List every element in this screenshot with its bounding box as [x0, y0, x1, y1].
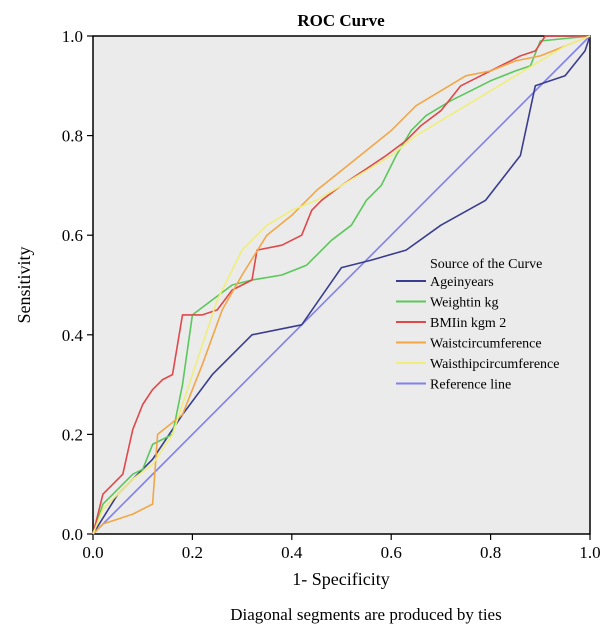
chart-title: ROC Curve [297, 11, 385, 30]
series-lines [92, 35, 591, 535]
x-axis-label: 1- Specificity [292, 569, 389, 589]
legend-label: Weightin kg [430, 296, 498, 311]
x-axis-ticks: 0.0 0.2 0.4 0.6 0.8 1.0 [82, 534, 601, 562]
y-axis-ticks: 0.0 0.2 0.4 0.6 0.8 1.0 [62, 27, 93, 544]
series-line-weightin-kg [92, 35, 591, 535]
x-tick-label: 0.2 [182, 543, 203, 562]
y-tick-label: 0.4 [62, 326, 84, 345]
footnote: Diagonal segments are produced by ties [230, 605, 501, 624]
series-line-waistcircumference [92, 35, 591, 535]
x-tick-label: 0.8 [480, 543, 501, 562]
legend-label: BMIin kgm 2 [430, 316, 506, 331]
y-tick-label: 0.2 [62, 425, 83, 444]
legend-title: Source of the Curve [430, 257, 542, 272]
y-tick-label: 0.0 [62, 525, 83, 544]
legend-label: Reference line [430, 378, 511, 393]
legend-label: Ageinyears [430, 275, 494, 290]
x-tick-label: 0.4 [281, 543, 303, 562]
legend-label: Waistcircumference [430, 337, 542, 352]
series-line-waisthipcircumference [92, 35, 591, 535]
y-tick-label: 0.8 [62, 127, 83, 146]
legend-label: Waisthipcircumference [430, 357, 559, 372]
y-tick-label: 0.6 [62, 226, 83, 245]
x-tick-label: 0.0 [82, 543, 103, 562]
y-axis-label: Sensitivity [14, 246, 34, 323]
series-line-bmiin-kgm-2 [92, 35, 590, 535]
series-line-ageinyears [92, 35, 591, 535]
x-tick-label: 1.0 [579, 543, 600, 562]
legend: Source of the Curve Ageinyears Weightin k… [396, 257, 559, 393]
y-tick-label: 1.0 [62, 27, 83, 46]
series-line-reference-line [92, 35, 591, 535]
x-tick-label: 0.6 [381, 543, 402, 562]
